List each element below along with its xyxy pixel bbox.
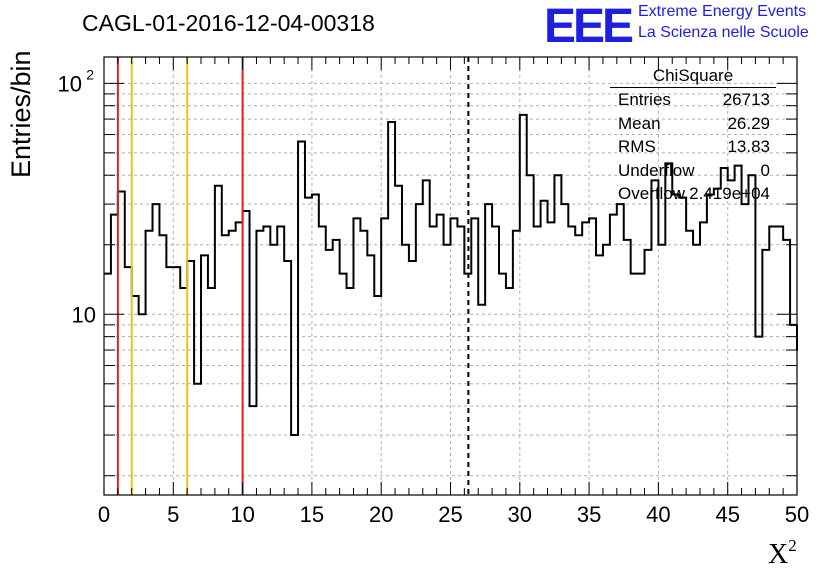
- x-axis-label-sup: 2: [788, 536, 797, 555]
- x-axis-label-base: X: [768, 539, 789, 570]
- stats-title: ChiSquare: [610, 66, 776, 88]
- x-tick-label: 10: [230, 502, 254, 527]
- stats-box: ChiSquare Entries 26713 Mean 26.29 RMS 13.8…: [610, 66, 776, 208]
- x-tick-label: 30: [508, 502, 532, 527]
- x-tick-label: 25: [438, 502, 462, 527]
- stats-key: Mean: [618, 113, 661, 133]
- x-axis-label: X2: [768, 536, 797, 571]
- stats-row-rms: RMS 13.83: [610, 137, 776, 161]
- x-tick-label: 40: [646, 502, 670, 527]
- stats-value: 0: [760, 160, 770, 180]
- y-tick-exponent: 2: [86, 66, 94, 82]
- x-tick-label: 15: [300, 502, 324, 527]
- chart-title: CAGL-01-2016-12-04-00318: [82, 10, 375, 36]
- stats-row-mean: Mean 26.29: [610, 114, 776, 138]
- logo-mark: EEE: [544, 2, 633, 46]
- logo-line-2: La Scienza nelle Scuole: [638, 24, 809, 41]
- stats-value: 2.419e+04: [689, 184, 770, 204]
- x-tick-label: 20: [369, 502, 393, 527]
- stats-key: Entries: [618, 90, 671, 109]
- x-tick-label: 0: [98, 502, 110, 527]
- stats-key: Underflow: [618, 160, 695, 180]
- y-axis-label: Entries/bin: [6, 50, 36, 178]
- x-tick-label: 50: [785, 502, 809, 527]
- y-tick-label: 10: [58, 71, 82, 96]
- eee-logo: EEE: [544, 2, 636, 46]
- stats-value: 26713: [722, 90, 770, 109]
- logo-line-1: Extreme Energy Events: [638, 3, 807, 20]
- y-tick-label: 10: [72, 302, 96, 327]
- stats-row-overflow: Overflow 2.419e+04: [610, 184, 776, 208]
- stats-value: 13.83: [727, 137, 770, 157]
- stats-key: RMS: [618, 137, 656, 157]
- stats-row-underflow: Underflow 0: [610, 161, 776, 185]
- stats-value: 26.29: [727, 113, 770, 133]
- histogram-outline: [104, 113, 797, 437]
- stats-row-entries: Entries 26713: [610, 90, 776, 114]
- stats-key: Overflow: [618, 184, 686, 204]
- x-tick-label: 5: [167, 502, 179, 527]
- x-tick-label: 45: [715, 502, 739, 527]
- x-tick-label: 35: [577, 502, 601, 527]
